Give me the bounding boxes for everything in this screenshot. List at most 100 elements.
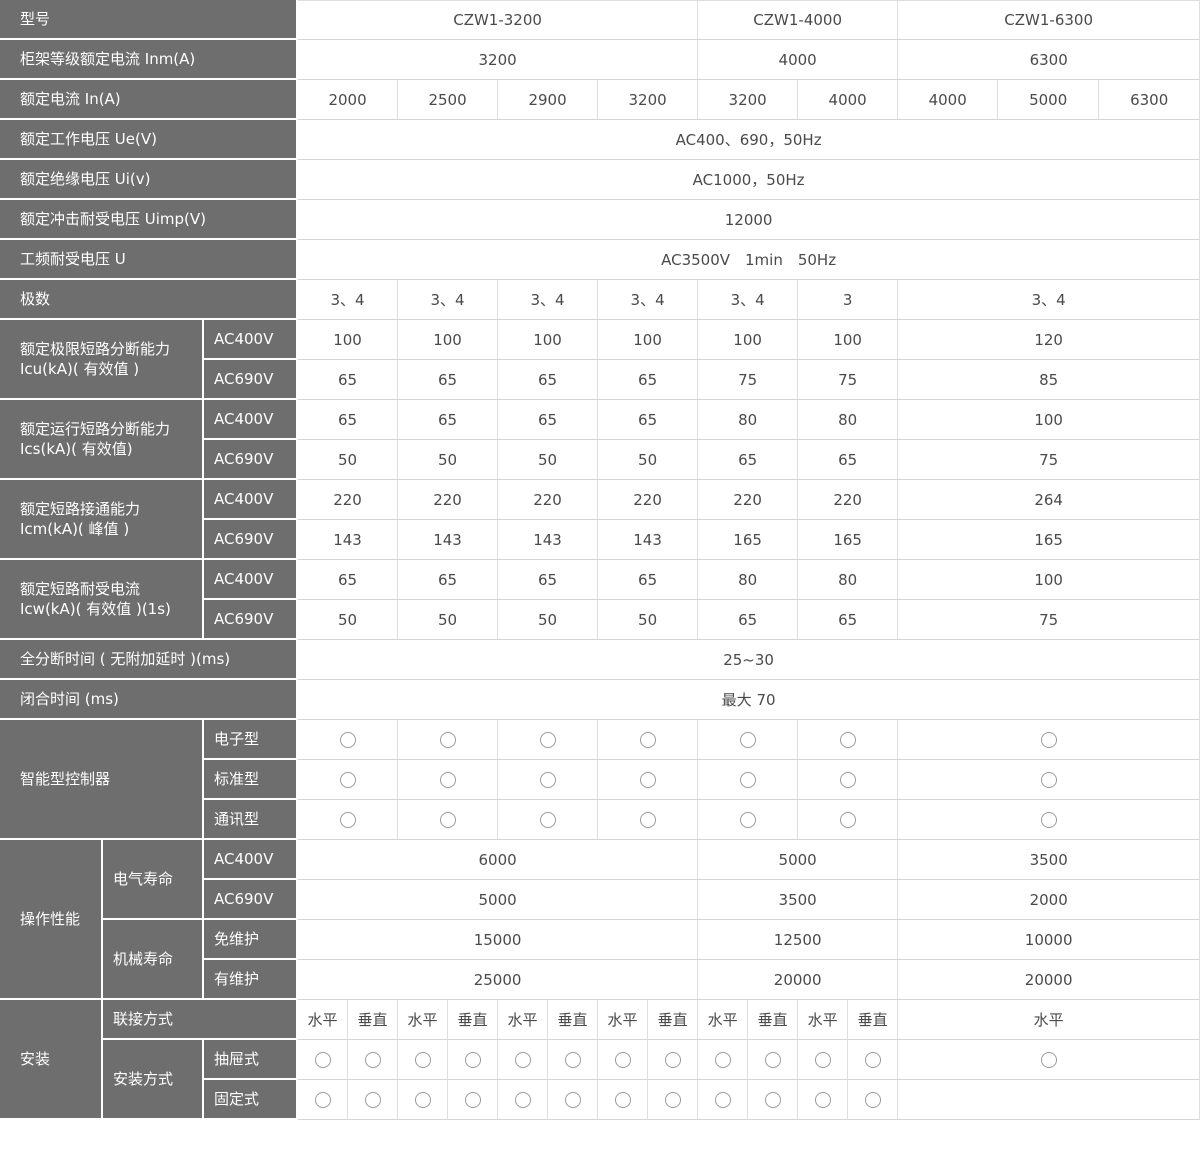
value-cell: 垂直 (548, 1000, 599, 1040)
sub-header: AC400V (204, 480, 299, 520)
value-cell: 65 (498, 560, 599, 600)
option-cell (548, 1040, 599, 1080)
value-cell: 垂直 (448, 1000, 499, 1040)
value-cell: 75 (898, 600, 1200, 640)
table-row: 额定短路耐受电流 Icw(kA)( 有效值 )(1s) AC400V 65 65 65 6… (0, 560, 1200, 640)
option-cell (548, 1080, 599, 1120)
circle-icon (839, 732, 856, 748)
option-cell (398, 800, 499, 840)
value-cell: 6300 (898, 40, 1200, 80)
value-cell: 50 (598, 440, 699, 480)
circle-icon (664, 1052, 681, 1068)
value-cell: 65 (798, 440, 899, 480)
value-cell: 6000 (298, 840, 699, 880)
option-cell (498, 800, 599, 840)
value-cell: 65 (298, 360, 399, 400)
sub-header: AC400V (204, 320, 299, 360)
circle-icon (739, 812, 756, 828)
table-row: 智能型控制器 电子型 (0, 720, 1200, 840)
value-cell: 5000 (698, 840, 899, 880)
value-cell: 垂直 (348, 1000, 399, 1040)
table-row: AC690V 143 143 143 143 165 165 165 (0, 520, 1200, 560)
value-cell: 3、4 (898, 280, 1200, 320)
option-cell (348, 1080, 399, 1120)
value-cell: 3、4 (398, 280, 499, 320)
value-cell: 3200 (298, 40, 699, 80)
row-header: 额定短路接通能力 Icm(kA)( 峰值 ) (0, 480, 204, 560)
table-row: AC690V 50 50 50 50 65 65 75 (0, 600, 1200, 640)
value-cell: 4000 (798, 80, 899, 120)
value-cell: 100 (798, 320, 899, 360)
sub-header: 通讯型 (204, 800, 299, 840)
value-cell: 220 (498, 480, 599, 520)
option-cell (698, 760, 799, 800)
value-cell: 220 (798, 480, 899, 520)
value-cell: 垂直 (748, 1000, 799, 1040)
value-cell: 80 (698, 400, 799, 440)
option-cell (648, 1080, 699, 1120)
option-cell (598, 1040, 649, 1080)
value-cell: 65 (498, 360, 599, 400)
circle-icon (714, 1052, 731, 1068)
row-header: 额定极限短路分断能力 Icu(kA)( 有效值 ) (0, 320, 204, 400)
value-cell: CZW1-3200 (298, 0, 699, 40)
table-row: 额定工作电压 Ue(V) AC400、690，50Hz (0, 120, 1200, 160)
circle-icon (764, 1092, 781, 1108)
row-header: 操作性能 (0, 840, 103, 1000)
value-cell: 25000 (298, 960, 699, 1000)
row-header: 安装 (0, 1000, 103, 1120)
value-cell: AC400、690，50Hz (298, 120, 1200, 160)
value-cell: 100 (898, 400, 1200, 440)
value-cell: 143 (598, 520, 699, 560)
value-cell: 5000 (998, 80, 1100, 120)
option-cell (748, 1040, 799, 1080)
sub-header: AC690V (204, 600, 299, 640)
table-row: 额定运行短路分断能力 Ics(kA)( 有效值) AC400V 65 65 65 65 80… (0, 400, 1200, 480)
option-cell (398, 760, 499, 800)
group-header: 机械寿命 (103, 920, 204, 1000)
value-cell: 220 (298, 480, 399, 520)
value-cell: 20000 (698, 960, 899, 1000)
circle-icon (639, 732, 656, 748)
value-cell: 75 (698, 360, 799, 400)
value-cell: 80 (798, 400, 899, 440)
option-cell (698, 800, 799, 840)
circle-icon (464, 1052, 481, 1068)
row-header: 额定短路耐受电流 Icw(kA)( 有效值 )(1s) (0, 560, 204, 640)
sub-header: AC690V (204, 440, 299, 480)
value-cell: 100 (498, 320, 599, 360)
option-cell (598, 1080, 649, 1120)
option-cell (498, 760, 599, 800)
group-header: 电气寿命 (103, 840, 204, 920)
circle-icon (339, 812, 356, 828)
table-row: AC690V 5000 3500 2000 (0, 880, 1200, 920)
option-cell (798, 800, 899, 840)
value-cell: 143 (298, 520, 399, 560)
option-cell (648, 1040, 699, 1080)
value-cell: 220 (598, 480, 699, 520)
circle-icon (514, 1092, 531, 1108)
circle-icon (414, 1092, 431, 1108)
circle-icon (1040, 812, 1057, 828)
sub-header: 固定式 (204, 1080, 299, 1120)
row-header: 工频耐受电压 U (0, 240, 299, 280)
circle-icon (439, 772, 456, 788)
value-cell: 65 (398, 400, 499, 440)
table-row: 安装 联接方式 水平 垂直 水平 垂直 水平 垂直 水平 垂直 水平 垂直 水平 垂直 水平 (0, 1000, 1200, 1120)
circle-icon (414, 1052, 431, 1068)
value-cell: 80 (798, 560, 899, 600)
value-cell: 50 (598, 600, 699, 640)
circle-icon (564, 1052, 581, 1068)
sub-header: AC690V (204, 880, 299, 920)
value-cell: 220 (698, 480, 799, 520)
value-cell: 143 (398, 520, 499, 560)
option-cell (598, 760, 699, 800)
value-cell: 143 (498, 520, 599, 560)
table-row: 额定冲击耐受电压 Uimp(V) 12000 (0, 200, 1200, 240)
circle-icon (839, 772, 856, 788)
circle-icon (564, 1092, 581, 1108)
option-cell (698, 1080, 749, 1120)
option-cell (348, 1040, 399, 1080)
value-cell: 2900 (498, 80, 599, 120)
value-cell: 65 (698, 600, 799, 640)
